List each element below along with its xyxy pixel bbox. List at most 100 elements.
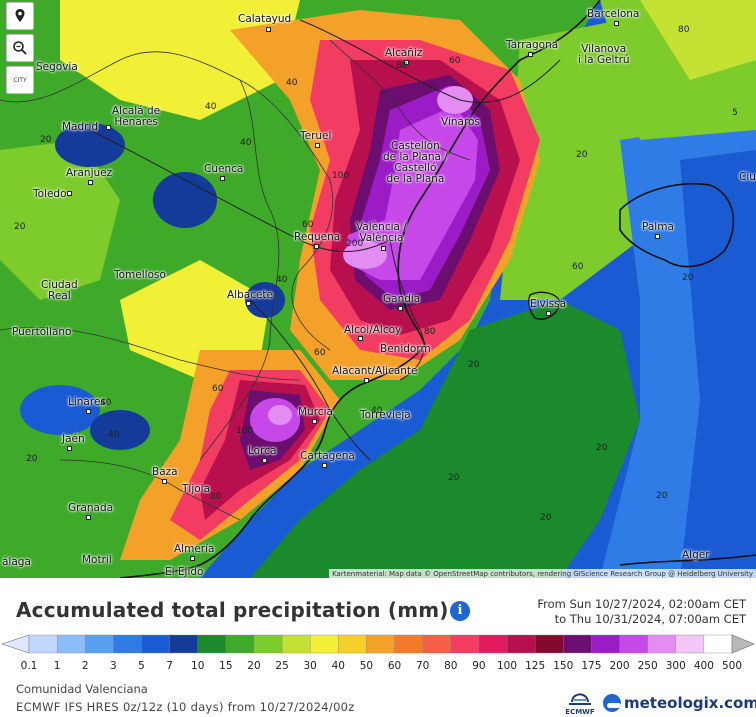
- legend-swatch: [85, 634, 115, 654]
- zoom-button[interactable]: [6, 34, 34, 62]
- place-benidorm[interactable]: Benidorm: [380, 343, 431, 355]
- place-aranjuez[interactable]: Aranjuez: [66, 167, 113, 179]
- place-puertollano[interactable]: Puertollano: [12, 326, 72, 338]
- locate-button[interactable]: [6, 2, 34, 30]
- legend-value-label: 300: [665, 660, 686, 672]
- place-alcaniz[interactable]: Alcañiz: [385, 47, 423, 59]
- place-ciutadella[interactable]: Ciu: [739, 171, 756, 183]
- legend-value-label: 100: [497, 660, 518, 672]
- contour-label: 100: [332, 171, 350, 181]
- place-alacant[interactable]: Alacant/Alicante: [332, 365, 418, 377]
- place-dot: [67, 191, 72, 196]
- place-torrevieja[interactable]: Torrevieja: [360, 409, 411, 421]
- place-lorca[interactable]: Lorca: [248, 445, 277, 457]
- place-dot: [246, 301, 251, 306]
- place-cartagena[interactable]: Cartagena: [300, 450, 355, 462]
- place-dot: [404, 60, 409, 65]
- place-valencia[interactable]: València / València: [356, 221, 407, 244]
- place-madrid[interactable]: Madrid: [62, 121, 99, 133]
- ecmwf-logo[interactable]: ECMWF: [562, 690, 598, 716]
- place-jaen[interactable]: Jaén: [62, 433, 85, 445]
- legend-value-label: 90: [472, 660, 486, 672]
- place-dot: [315, 143, 320, 148]
- place-calatayud[interactable]: Calatayud: [238, 13, 292, 25]
- place-dot: [86, 409, 91, 414]
- place-vilanova[interactable]: Vilanova i la Geltrú: [578, 43, 630, 66]
- place-requena[interactable]: Requena: [294, 231, 341, 243]
- contour-label: 20: [540, 513, 552, 523]
- legend-value-label: 200: [609, 660, 630, 672]
- place-dot: [106, 125, 111, 130]
- place-teruel[interactable]: Teruel: [300, 130, 332, 142]
- legend-value-label: 40: [331, 660, 345, 672]
- place-barcelona[interactable]: Barcelona: [587, 8, 640, 20]
- legend-swatch: [394, 634, 424, 654]
- place-tarragona[interactable]: Tarragona: [506, 39, 559, 51]
- place-ciudadreal[interactable]: Ciudad Real: [41, 279, 78, 302]
- precipitation-map[interactable]: CITY Calatayud Barcelona Segovia Alcañiz…: [0, 0, 756, 578]
- place-segovia[interactable]: Segovia: [36, 61, 78, 73]
- place-murcia[interactable]: Murcia: [298, 406, 333, 418]
- legend-swatch: [366, 634, 396, 654]
- place-dot: [88, 180, 93, 185]
- legend-value-label: 25: [275, 660, 289, 672]
- legend-swatch: [281, 634, 311, 654]
- place-tomelloso[interactable]: Tomelloso: [114, 269, 166, 281]
- place-dot: [314, 244, 319, 249]
- place-alcoi[interactable]: Alcoi/Alcoy: [344, 324, 402, 336]
- place-cuenca[interactable]: Cuenca: [204, 163, 244, 175]
- contour-label: 80: [210, 492, 222, 502]
- legend-value-label: 3: [110, 660, 117, 672]
- contour-label: 40: [108, 430, 120, 440]
- contour-label: 80: [424, 327, 436, 337]
- legend-value-label: 7: [166, 660, 173, 672]
- place-tijola[interactable]: Tíjola: [182, 483, 211, 495]
- contour-label: 20: [468, 360, 480, 370]
- contour-label: 20: [14, 222, 26, 232]
- contour-label: 20: [448, 473, 460, 483]
- legend-value-label: 5: [138, 660, 145, 672]
- place-malaga[interactable]: álaga: [2, 556, 31, 568]
- place-castellon[interactable]: Castellón de la Plana / Castelló de la P…: [383, 140, 448, 185]
- legend-swatch: [225, 634, 255, 654]
- legend-swatch: [619, 634, 649, 654]
- place-dot: [162, 479, 167, 484]
- contour-label: 40: [286, 78, 298, 88]
- legend-value-label: 80: [444, 660, 458, 672]
- contour-label: 60: [314, 348, 326, 358]
- place-toledo[interactable]: Toledo: [33, 188, 67, 200]
- place-alger[interactable]: Alger: [682, 549, 710, 561]
- legend-value-label: 30: [303, 660, 317, 672]
- meteologix-globe-icon: [603, 694, 621, 712]
- place-dot: [322, 463, 327, 468]
- place-vinaros[interactable]: Vinaròs: [441, 116, 480, 128]
- contour-label: 60: [212, 384, 224, 394]
- city-toggle-button[interactable]: CITY: [6, 66, 34, 94]
- place-elejido[interactable]: El Ejido: [165, 566, 204, 578]
- place-albacete[interactable]: Albacete: [227, 289, 274, 301]
- contour-label: 5: [732, 108, 738, 118]
- place-linares[interactable]: Linares: [68, 396, 106, 408]
- info-icon[interactable]: i: [450, 601, 470, 621]
- contour-label: 80: [678, 25, 690, 35]
- legend-swatch: [310, 634, 340, 654]
- place-eivissa[interactable]: Eivissa: [530, 298, 567, 310]
- legend-swatch: [338, 634, 368, 654]
- place-granada[interactable]: Granada: [68, 502, 114, 514]
- contour-label: 40: [276, 275, 288, 285]
- place-almeria[interactable]: Almería: [174, 543, 215, 555]
- place-dot: [381, 246, 386, 251]
- place-gandia[interactable]: Gandia: [383, 293, 421, 305]
- meteologix-logo[interactable]: meteologix.com: [603, 692, 756, 714]
- map-attribution: Kartenmaterial: Map data © OpenStreetMap…: [329, 569, 756, 578]
- place-palma[interactable]: Palma: [642, 221, 674, 233]
- contour-label: 40: [205, 102, 217, 112]
- place-dot: [614, 21, 619, 26]
- place-alcala[interactable]: Alcalá de Henares: [112, 105, 161, 128]
- legend-swatch: [197, 634, 227, 654]
- place-motril[interactable]: Motril: [82, 554, 112, 566]
- contour-label: 20: [26, 454, 38, 464]
- place-baza[interactable]: Baza: [152, 466, 178, 478]
- contour-label: 40: [371, 406, 383, 416]
- legend-arrow-high: [731, 634, 755, 654]
